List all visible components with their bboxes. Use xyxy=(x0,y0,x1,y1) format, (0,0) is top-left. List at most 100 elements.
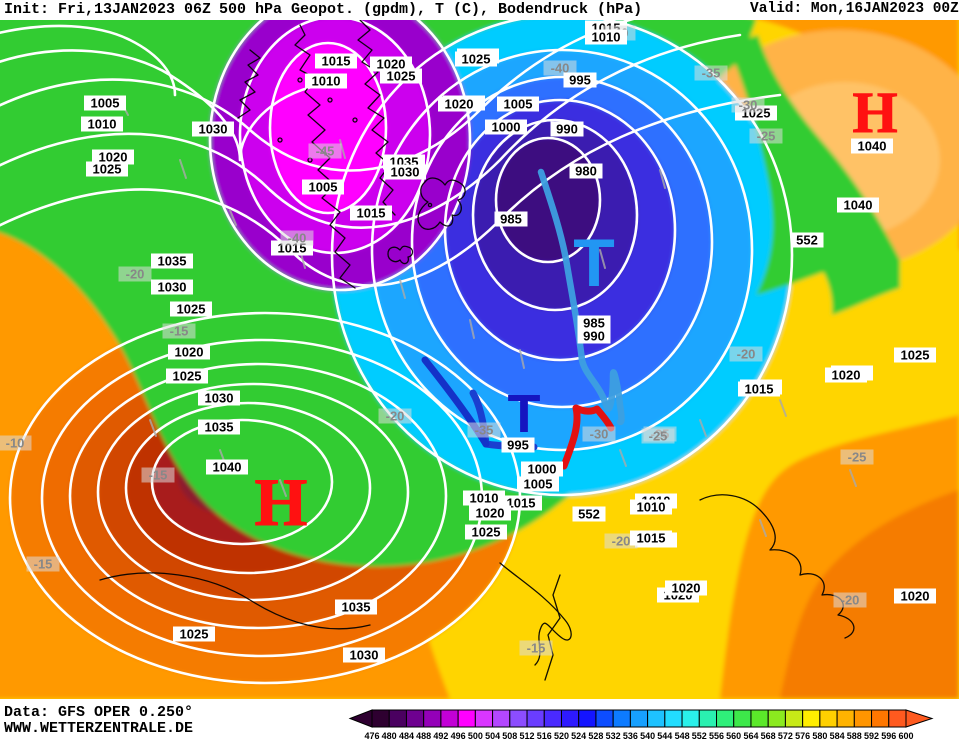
svg-text:-40: -40 xyxy=(288,231,307,246)
svg-text:1030: 1030 xyxy=(199,122,228,137)
svg-text:596: 596 xyxy=(881,731,896,741)
svg-text:1025: 1025 xyxy=(387,69,416,84)
svg-text:556: 556 xyxy=(709,731,724,741)
svg-text:1000: 1000 xyxy=(492,120,521,135)
svg-text:1025: 1025 xyxy=(472,525,501,540)
svg-text:1005: 1005 xyxy=(504,97,533,112)
svg-text:1025: 1025 xyxy=(462,52,491,67)
svg-text:1015: 1015 xyxy=(357,206,386,221)
svg-text:1040: 1040 xyxy=(844,198,873,213)
svg-text:1030: 1030 xyxy=(391,165,420,180)
svg-text:1020: 1020 xyxy=(901,589,930,604)
svg-text:-30: -30 xyxy=(739,98,758,113)
svg-text:1025: 1025 xyxy=(177,302,206,317)
svg-text:536: 536 xyxy=(623,731,638,741)
svg-text:1040: 1040 xyxy=(858,139,887,154)
svg-text:1020: 1020 xyxy=(832,368,861,383)
svg-text:1020: 1020 xyxy=(476,506,505,521)
svg-text:532: 532 xyxy=(606,731,621,741)
svg-text:552: 552 xyxy=(578,507,600,522)
svg-text:1010: 1010 xyxy=(470,491,499,506)
svg-text:1005: 1005 xyxy=(524,477,553,492)
svg-text:544: 544 xyxy=(657,731,672,741)
svg-text:1015: 1015 xyxy=(637,531,666,546)
svg-text:1020: 1020 xyxy=(175,345,204,360)
svg-text:520: 520 xyxy=(554,731,569,741)
svg-text:512: 512 xyxy=(519,731,534,741)
svg-text:528: 528 xyxy=(588,731,603,741)
svg-text:580: 580 xyxy=(812,731,827,741)
svg-text:476: 476 xyxy=(364,731,379,741)
svg-text:548: 548 xyxy=(675,731,690,741)
svg-text:1030: 1030 xyxy=(158,280,187,295)
svg-text:1025: 1025 xyxy=(901,348,930,363)
svg-text:516: 516 xyxy=(537,731,552,741)
svg-text:1040: 1040 xyxy=(213,460,242,475)
svg-text:-20: -20 xyxy=(612,534,631,549)
svg-text:-25: -25 xyxy=(649,429,668,444)
svg-text:592: 592 xyxy=(864,731,879,741)
svg-text:1025: 1025 xyxy=(93,162,122,177)
svg-text:-35: -35 xyxy=(702,66,721,81)
svg-text:990: 990 xyxy=(556,122,578,137)
svg-text:980: 980 xyxy=(575,164,597,179)
svg-text:576: 576 xyxy=(795,731,810,741)
svg-text:-15: -15 xyxy=(149,468,168,483)
svg-text:508: 508 xyxy=(502,731,517,741)
svg-text:1030: 1030 xyxy=(205,391,234,406)
svg-text:-35: -35 xyxy=(475,423,494,438)
svg-text:484: 484 xyxy=(399,731,414,741)
svg-text:-15: -15 xyxy=(527,641,546,656)
svg-text:564: 564 xyxy=(743,731,758,741)
svg-text:H: H xyxy=(255,464,308,540)
svg-text:1000: 1000 xyxy=(528,462,557,477)
svg-text:-20: -20 xyxy=(386,409,405,424)
svg-text:584: 584 xyxy=(830,731,845,741)
svg-text:1035: 1035 xyxy=(205,420,234,435)
svg-text:1025: 1025 xyxy=(173,369,202,384)
svg-text:1015: 1015 xyxy=(745,382,774,397)
svg-text:492: 492 xyxy=(433,731,448,741)
svg-text:504: 504 xyxy=(485,731,500,741)
svg-text:1010: 1010 xyxy=(88,117,117,132)
svg-text:-25: -25 xyxy=(848,450,867,465)
svg-text:-45: -45 xyxy=(316,144,335,159)
svg-text:588: 588 xyxy=(847,731,862,741)
svg-text:524: 524 xyxy=(571,731,586,741)
svg-text:1020: 1020 xyxy=(445,97,474,112)
svg-text:990: 990 xyxy=(583,329,605,344)
svg-text:985: 985 xyxy=(500,212,522,227)
svg-text:560: 560 xyxy=(726,731,741,741)
svg-text:1010: 1010 xyxy=(637,500,666,515)
svg-text:568: 568 xyxy=(761,731,776,741)
svg-text:540: 540 xyxy=(640,731,655,741)
svg-text:1010: 1010 xyxy=(312,74,341,89)
svg-text:-20: -20 xyxy=(737,347,756,362)
svg-text:552: 552 xyxy=(796,233,818,248)
svg-text:1015: 1015 xyxy=(322,54,351,69)
svg-text:T: T xyxy=(573,225,615,301)
svg-text:1020: 1020 xyxy=(672,581,701,596)
svg-text:1010: 1010 xyxy=(592,30,621,45)
svg-text:-15: -15 xyxy=(170,324,189,339)
svg-text:1035: 1035 xyxy=(342,600,371,615)
svg-text:552: 552 xyxy=(692,731,707,741)
svg-text:1035: 1035 xyxy=(158,254,187,269)
svg-text:-25: -25 xyxy=(757,129,776,144)
svg-text:995: 995 xyxy=(507,438,529,453)
svg-text:1005: 1005 xyxy=(309,180,338,195)
svg-text:-20: -20 xyxy=(841,593,860,608)
svg-text:-30: -30 xyxy=(590,427,609,442)
svg-text:-10: -10 xyxy=(6,436,25,451)
svg-text:480: 480 xyxy=(382,731,397,741)
svg-text:-15: -15 xyxy=(34,557,53,572)
svg-text:572: 572 xyxy=(778,731,793,741)
svg-text:1030: 1030 xyxy=(350,648,379,663)
svg-text:496: 496 xyxy=(451,731,466,741)
svg-text:T: T xyxy=(508,384,541,444)
svg-text:1005: 1005 xyxy=(91,96,120,111)
svg-text:H: H xyxy=(852,80,897,145)
svg-text:1025: 1025 xyxy=(180,627,209,642)
svg-text:488: 488 xyxy=(416,731,431,741)
svg-text:500: 500 xyxy=(468,731,483,741)
